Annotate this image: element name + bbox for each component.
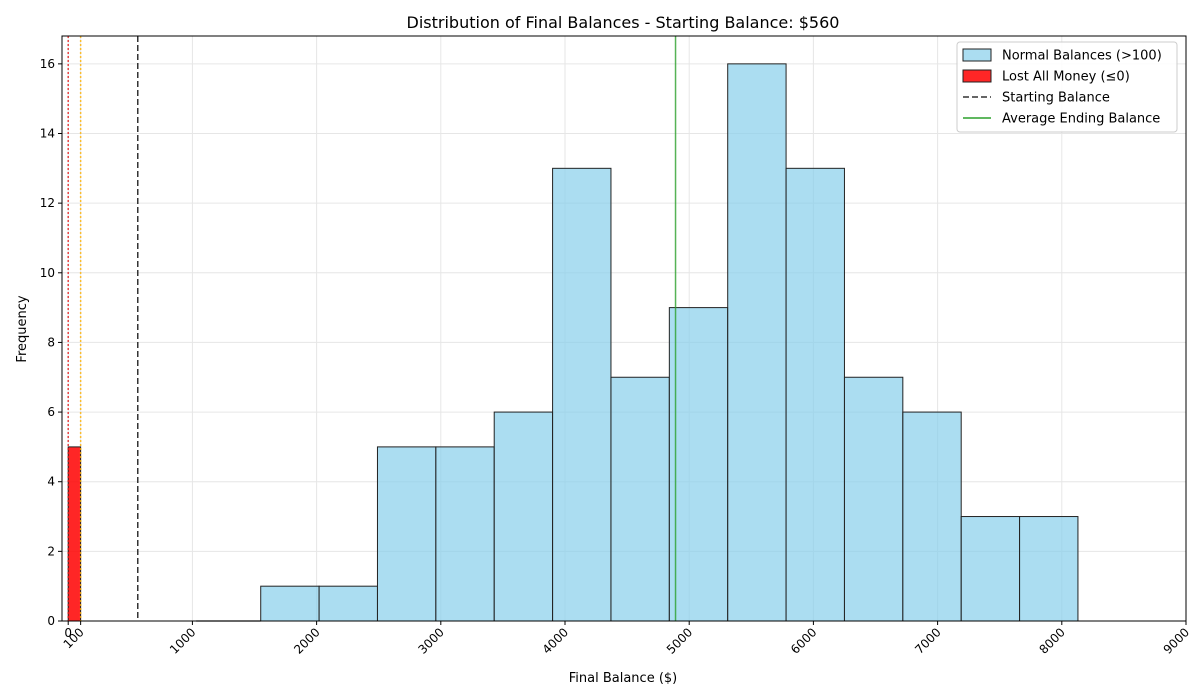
legend-label: Starting Balance [1002, 91, 1110, 106]
histogram-bar-normal [610, 376, 670, 622]
histogram-bar-normal [668, 307, 729, 622]
x-tick-label: 2000 [291, 625, 322, 656]
legend-label: Lost All Money (≤0) [1002, 70, 1130, 85]
x-axis-label: Final Balance ($) [569, 671, 678, 686]
y-axis-label: Frequency [15, 295, 30, 362]
y-tick-label: 0 [47, 614, 55, 628]
chart-title: Distribution of Final Balances - Startin… [407, 13, 840, 32]
histogram-bar-normal [376, 446, 437, 622]
x-tick-label: 8000 [1036, 625, 1067, 656]
y-tick-label: 6 [47, 405, 55, 419]
legend: Normal Balances (>100) Lost All Money (≤0… [956, 41, 1178, 133]
x-tick-label: 1000 [167, 625, 198, 656]
histogram-bar-normal [1019, 516, 1079, 622]
histogram-bar-normal [902, 411, 962, 622]
histogram-bar-normal [493, 411, 554, 622]
y-tick-label: 16 [40, 57, 55, 71]
x-tick-label: 6000 [788, 625, 819, 656]
legend-swatch [962, 48, 992, 62]
histogram-bar-normal [727, 63, 787, 622]
histogram-bar-normal [435, 446, 495, 622]
y-tick-label: 8 [47, 335, 55, 349]
histogram-bar-normal [785, 167, 845, 622]
y-tick-label: 10 [40, 266, 55, 280]
histogram-bar-normal [552, 167, 612, 622]
legend-label: Average Ending Balance [1002, 112, 1160, 127]
legend-swatch [962, 69, 992, 83]
reference-lines [67, 36, 677, 621]
histogram-bar-normal [960, 516, 1021, 622]
legend-box [956, 41, 1178, 133]
x-tick-label: 7000 [912, 625, 943, 656]
x-tick-label: 9000 [1161, 625, 1192, 656]
histogram-bar-normal [260, 585, 320, 622]
plot-frame [61, 35, 1187, 622]
y-tick-label: 12 [40, 196, 55, 210]
x-tick-label: 4000 [540, 625, 571, 656]
x-tick-label: 3000 [415, 625, 446, 656]
x-tick-label: 5000 [664, 625, 695, 656]
histogram-bar-lost [67, 446, 82, 622]
y-tick-label: 4 [47, 475, 55, 489]
histogram-bar-normal [318, 585, 378, 622]
legend-label: Normal Balances (>100) [1002, 49, 1162, 64]
x-tick-label: 0 [64, 626, 72, 640]
y-tick-label: 14 [40, 127, 55, 141]
bars [67, 63, 1079, 622]
histogram-bar-normal [843, 376, 904, 622]
y-tick-label: 2 [47, 544, 55, 558]
